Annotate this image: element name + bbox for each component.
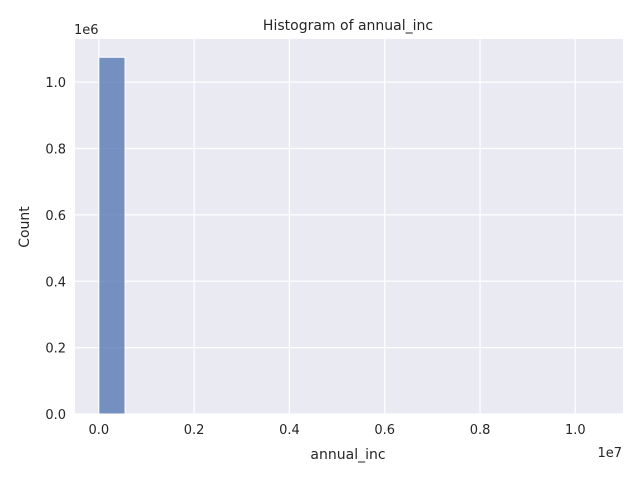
y-tick-labels: 0.0 0.2 0.4 0.6 0.8 1.0 [45, 76, 66, 423]
histogram-bar [98, 56, 126, 415]
x-offset-label: 1e7 [597, 446, 622, 461]
x-tick-labels: 0.0 0.2 0.4 0.6 0.8 1.0 [88, 423, 585, 438]
histogram-bars [98, 56, 126, 415]
x-tick-label: 0.0 [88, 423, 109, 438]
x-axis-label: annual_inc [310, 447, 385, 463]
chart-title: Histogram of annual_inc [263, 18, 433, 34]
grid-lines [75, 39, 623, 415]
x-tick-label: 1.0 [565, 423, 586, 438]
y-offset-label: 1e6 [74, 23, 99, 38]
y-tick-label: 0.6 [45, 209, 66, 224]
y-tick-label: 1.0 [45, 76, 66, 91]
x-tick-label: 0.2 [184, 423, 205, 438]
plot-area [75, 39, 623, 414]
x-tick-label: 0.8 [470, 423, 491, 438]
y-tick-label: 0.0 [45, 408, 66, 423]
x-tick-label: 0.6 [374, 423, 395, 438]
y-tick-label: 0.4 [45, 275, 66, 290]
y-axis-label: Count [17, 206, 33, 248]
y-tick-label: 0.8 [45, 143, 66, 158]
y-tick-label: 0.2 [45, 342, 66, 357]
x-tick-label: 0.4 [279, 423, 300, 438]
